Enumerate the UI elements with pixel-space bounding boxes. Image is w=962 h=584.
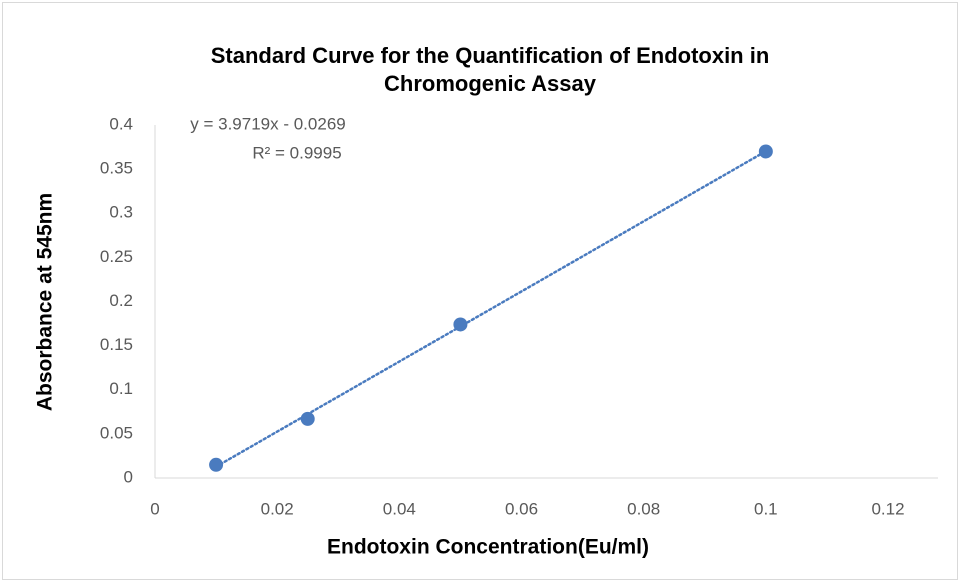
x-tick-label: 0.08: [627, 499, 660, 518]
trendline-equation: y = 3.9719x - 0.0269: [190, 114, 345, 133]
x-tick-label: 0: [150, 499, 159, 518]
y-tick-label: 0.2: [109, 291, 133, 310]
y-axis-title: Absorbance at 545nm: [34, 193, 57, 411]
data-point: [300, 411, 315, 426]
x-axis-title: Endotoxin Concentration(Eu/ml): [327, 536, 649, 559]
y-tick-label: 0.35: [100, 159, 133, 178]
x-tick-label: 0.1: [754, 499, 778, 518]
x-tick-label: 0.04: [383, 499, 416, 518]
y-tick-label: 0.05: [100, 423, 133, 442]
y-tick-label: 0.4: [109, 114, 133, 133]
chart-title: Standard Curve for the Quantification of…: [210, 43, 770, 96]
x-tick-label: 0.06: [505, 499, 538, 518]
y-tick-label: 0.3: [109, 203, 133, 222]
data-point: [758, 144, 773, 159]
trendline-r2: R² = 0.9995: [252, 143, 341, 162]
y-tick-label: 0.15: [100, 335, 133, 354]
y-tick-label: 0.25: [100, 247, 133, 266]
data-point: [209, 457, 224, 472]
x-tick-label: 0.02: [261, 499, 294, 518]
data-point: [453, 317, 468, 332]
trendline: [214, 149, 768, 468]
x-tick-label: 0.12: [871, 499, 904, 518]
y-tick-label: 0: [124, 467, 133, 486]
y-tick-label: 0.1: [109, 379, 133, 398]
